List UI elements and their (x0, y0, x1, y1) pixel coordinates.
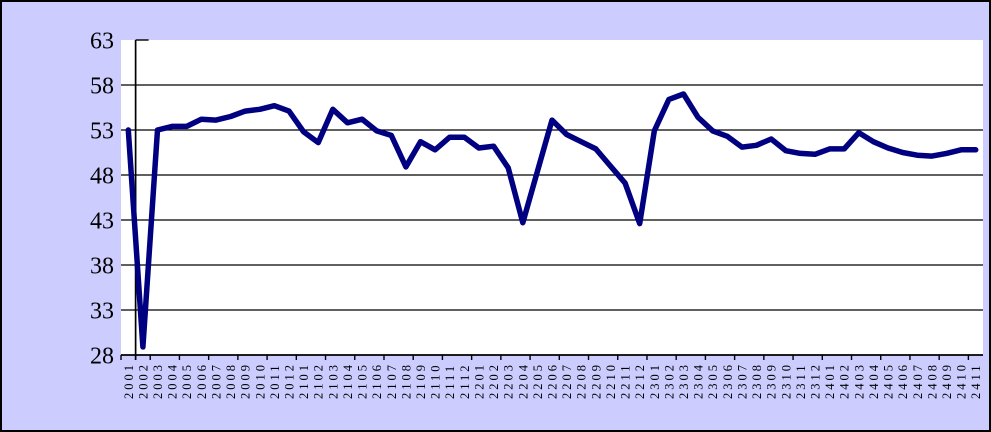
x-tick-label: 2004 (166, 362, 180, 399)
x-tick-label: 2003 (151, 362, 165, 399)
x-tick-label: 2311 (794, 362, 808, 399)
x-tick-label: 2402 (838, 362, 852, 399)
x-tick-label: 2107 (385, 362, 399, 399)
x-tick-label: 2411 (969, 362, 983, 399)
plot-area (121, 40, 983, 355)
x-tick-label: 2407 (911, 362, 925, 399)
x-tick-label: 2301 (648, 362, 662, 399)
x-tick-label: 2108 (399, 362, 413, 399)
x-tick-label: 2007 (210, 362, 224, 399)
x-tick-label: 2109 (414, 362, 428, 399)
x-tick-label: 2204 (516, 362, 530, 399)
y-tick-label: 38 (90, 254, 114, 280)
y-tick-label: 63 (90, 29, 114, 55)
x-tick-label: 2202 (487, 362, 501, 399)
y-axis-labels: 28 33 38 43 48 53 58 63 (90, 29, 114, 370)
x-tick-label: 2105 (356, 362, 370, 399)
x-tick-label: 2010 (253, 362, 267, 399)
x-tick-label: 2203 (502, 362, 516, 399)
x-tick-label: 2305 (706, 362, 720, 399)
x-tick-label: 2308 (750, 362, 764, 399)
x-tick-label: 2404 (867, 362, 881, 399)
x-tick-label: 2310 (779, 362, 793, 399)
x-tick-label: 2110 (429, 362, 443, 399)
x-axis-labels: 2001 2002 2003 2004 2005 2006 2007 2008 2009 2010… (122, 362, 983, 399)
y-tick-label: 58 (90, 74, 114, 100)
x-tick-label: 2005 (180, 362, 194, 399)
x-tick-label: 2307 (735, 362, 749, 399)
y-tick-label: 33 (90, 299, 114, 325)
x-tick-label: 2112 (458, 362, 472, 399)
x-tick-label: 2410 (955, 362, 969, 399)
y-tick-label: 43 (90, 209, 114, 235)
x-tick-label: 2409 (940, 362, 954, 399)
x-tick-label: 2207 (560, 362, 574, 399)
x-tick-label: 2401 (823, 362, 837, 399)
x-tick-label: 2405 (882, 362, 896, 399)
y-tick-label: 48 (90, 164, 114, 190)
x-tick-label: 2209 (589, 362, 603, 399)
x-tick-label: 2201 (472, 362, 486, 399)
x-tick-label: 2103 (326, 362, 340, 399)
x-tick-label: 2403 (852, 362, 866, 399)
x-tick-label: 2408 (925, 362, 939, 399)
x-tick-label: 2210 (604, 362, 618, 399)
x-tick-label: 2111 (443, 363, 457, 399)
x-tick-label: 2312 (809, 362, 823, 399)
x-tick-label: 2212 (633, 362, 647, 399)
x-tick-label: 2211 (619, 362, 633, 399)
x-tick-label: 2303 (677, 362, 691, 399)
x-tick-label: 2205 (531, 362, 545, 399)
x-tick-label: 2309 (765, 362, 779, 399)
x-tick-label: 2306 (721, 362, 735, 399)
x-tick-label: 2406 (896, 362, 910, 399)
y-tick-label: 53 (90, 119, 114, 145)
x-tick-label: 2206 (546, 362, 560, 399)
x-tick-label: 2009 (239, 362, 253, 399)
x-tick-label: 2302 (662, 362, 676, 399)
category-axis-ticks (120, 355, 970, 360)
x-tick-label: 2106 (370, 362, 384, 399)
x-tick-label: 2008 (224, 362, 238, 399)
x-tick-label: 2001 (122, 362, 136, 399)
y-tick-label: 28 (90, 344, 114, 370)
x-tick-label: 2101 (297, 362, 311, 399)
x-tick-label: 2006 (195, 362, 209, 399)
x-tick-label: 2012 (283, 362, 297, 399)
pmi-series-line (125, 91, 979, 350)
x-tick-label: 2102 (312, 362, 326, 399)
x-tick-label: 2002 (136, 362, 150, 399)
x-tick-label: 2208 (575, 362, 589, 399)
x-tick-label: 2304 (692, 362, 706, 399)
x-tick-label: 2011 (268, 362, 282, 399)
x-tick-label: 2104 (341, 362, 355, 399)
